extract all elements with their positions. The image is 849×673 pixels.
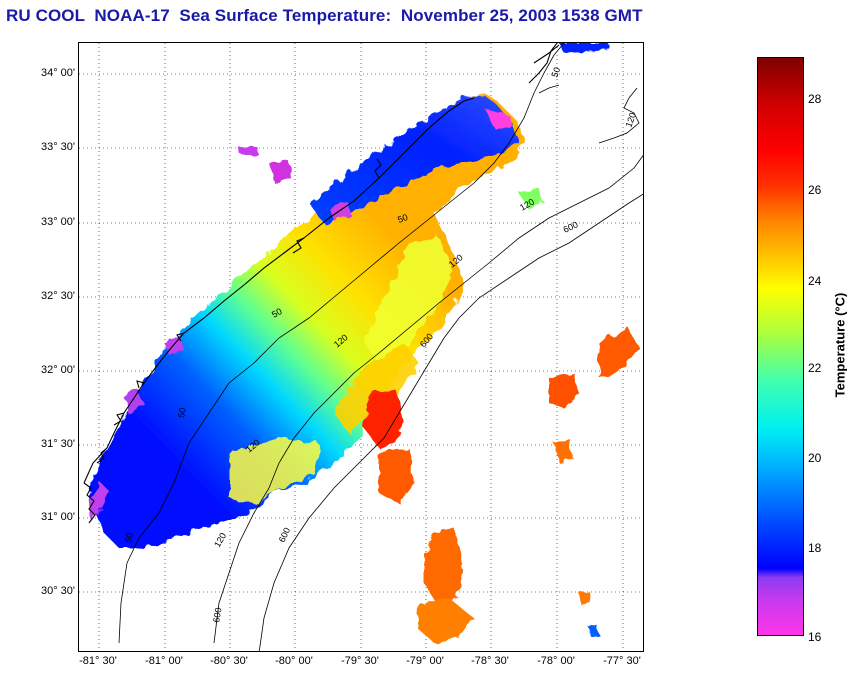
lon-label-80-30: -80° 30' [210, 655, 248, 667]
contour-label: 600 [211, 607, 223, 624]
colorbar-tick-16: 16 [808, 630, 822, 644]
coastline [83, 43, 560, 524]
sst-map-svg: 50 50 50 50 50 120 120 120 120 120 600 6… [79, 43, 643, 651]
colorbar-tick-26: 26 [808, 183, 822, 197]
temperature-colorbar [757, 57, 804, 636]
lon-label-79-00: -79° 00' [406, 655, 444, 667]
colorbar-tick-20: 20 [808, 451, 822, 465]
lat-label-33-00: 33° 00' [40, 216, 75, 228]
lon-label-78-00: -78° 00' [537, 655, 575, 667]
lat-label-31-30: 31° 30' [40, 438, 75, 450]
sst-offshore-patches [239, 43, 639, 643]
map-title: RU COOL NOAA-17 Sea Surface Temperature:… [6, 6, 643, 25]
lon-label-81-30: -81° 30' [79, 655, 117, 667]
colorbar-label: Temperature (°C) [832, 292, 848, 398]
lon-label-79-30: -79° 30' [341, 655, 379, 667]
lat-label-34-00: 34° 00' [40, 67, 75, 79]
colorbar-tick-28: 28 [808, 92, 822, 106]
lat-label-33-30: 33° 30' [40, 141, 75, 153]
lon-label-77-30: -77° 30' [603, 655, 641, 667]
lat-label-30-30: 30° 30' [40, 585, 75, 597]
contour-label: 50 [176, 407, 188, 419]
contour-label: 600 [277, 526, 292, 544]
sst-map[interactable]: 50 50 50 50 50 120 120 120 120 120 600 6… [78, 42, 644, 652]
lon-label-78-30: -78° 30' [471, 655, 509, 667]
bathymetry-contours [118, 43, 643, 651]
lon-label-81-00: -81° 00' [145, 655, 183, 667]
contour-label: 600 [562, 219, 580, 234]
contour-label: 50 [396, 212, 409, 225]
contour-label: 120 [212, 531, 228, 549]
contour-label: 50 [549, 66, 562, 79]
contour-label: 50 [270, 306, 284, 320]
lon-label-80-00: -80° 00' [275, 655, 313, 667]
colorbar-tick-24: 24 [808, 274, 822, 288]
lat-label-32-00: 32° 00' [40, 364, 75, 376]
colorbar-tick-22: 22 [808, 361, 822, 375]
contour-label: 50 [123, 532, 135, 544]
contour-label: 120 [623, 111, 638, 129]
colorbar-tick-18: 18 [808, 541, 822, 555]
lat-label-31-00: 31° 00' [40, 511, 75, 523]
lat-label-32-30: 32° 30' [40, 290, 75, 302]
